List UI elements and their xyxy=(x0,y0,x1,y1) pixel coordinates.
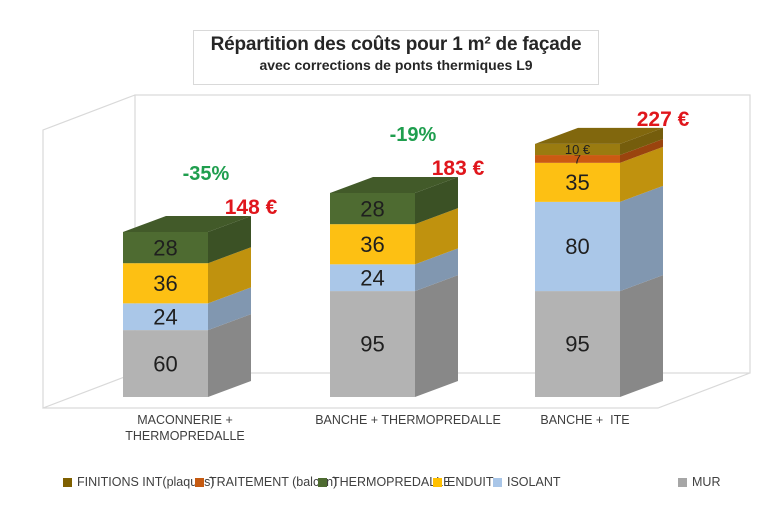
segment-value-label: 60 xyxy=(153,351,177,376)
legend-item: ISOLANT xyxy=(493,475,561,489)
legend-item: FINITIONS INT(plaques) xyxy=(63,475,215,489)
total-label: 183 € xyxy=(432,157,485,180)
bar-segment xyxy=(123,231,208,264)
category-label: BANCHE + THERMOPREDALLE xyxy=(315,413,501,427)
bar-segment-side xyxy=(415,176,458,225)
segment-value-label: 95 xyxy=(360,332,384,357)
segment-value-label: 7 xyxy=(574,151,581,166)
bar-segment-side xyxy=(620,185,663,292)
chart-subtitle: avec corrections de ponts thermiques L9 xyxy=(259,57,533,73)
bar-top-face xyxy=(123,215,251,232)
category-label: BANCHE + ITE xyxy=(540,413,630,427)
legend-item-label: ENDUIT xyxy=(447,475,494,489)
bar-segment-side xyxy=(415,248,458,292)
bar-group: 60 24 36 28 xyxy=(123,215,251,397)
bar-group: 95 24 36 28 xyxy=(330,176,458,397)
legend-item-label: THERMOPREDALLE xyxy=(332,475,452,489)
segment-value-label: 28 xyxy=(360,196,384,221)
segment-value-label: 36 xyxy=(360,232,384,257)
bar-segment-side xyxy=(620,146,663,202)
percent-label: -35% xyxy=(183,163,230,185)
segment-value-label: 28 xyxy=(153,235,177,260)
bar-group: 95 80 35 710 € xyxy=(535,127,663,397)
bar-segment-side xyxy=(208,247,251,304)
bar-segment xyxy=(330,192,415,225)
bar-top-face xyxy=(535,127,663,144)
bar-segment-side xyxy=(415,275,458,397)
category-label: MACONNERIE + THERMOPREDALLE xyxy=(125,413,245,443)
segment-value-label: 10 € xyxy=(565,142,591,157)
bar-segment xyxy=(123,263,208,304)
legend-item: TRAITEMENT (balcon) xyxy=(195,475,337,489)
bar-segment xyxy=(535,155,620,163)
bar-segment xyxy=(535,201,620,292)
total-label: 227 € xyxy=(637,108,690,131)
segment-value-label: 80 xyxy=(565,234,589,259)
chart-title-box: Répartition des coûts pour 1 m² de façad… xyxy=(193,30,599,85)
legend-swatch xyxy=(63,477,72,487)
chart-title: Répartition des coûts pour 1 m² de façad… xyxy=(210,34,582,55)
bar-segment-side xyxy=(208,314,251,397)
bar-segment xyxy=(123,303,208,331)
segment-value-label: 36 xyxy=(153,271,177,296)
bar-labels-layer: -35% 148 € -19% 183 € 227 € xyxy=(183,108,690,219)
legend-swatch xyxy=(433,477,442,487)
legend-item-label: FINITIONS INT(plaques) xyxy=(77,475,215,489)
bars-layer: 60 24 36 28 95 24 36 28 95 80 35 710 € xyxy=(123,127,663,397)
legend-item-label: TRAITEMENT (balcon) xyxy=(209,475,338,489)
bar-segment xyxy=(330,264,415,292)
segment-value-label: 24 xyxy=(153,304,177,329)
legend-swatch xyxy=(318,477,327,487)
bar-segment xyxy=(123,330,208,397)
legend-swatch xyxy=(493,477,502,487)
legend-swatch xyxy=(678,477,687,487)
bar-segment xyxy=(535,291,620,397)
percent-label: -19% xyxy=(390,124,437,146)
legend-item-label: ISOLANT xyxy=(507,475,561,489)
bar-segment-side xyxy=(208,215,251,264)
bar-segment-side xyxy=(415,208,458,265)
legend-item: ENDUIT xyxy=(433,475,494,489)
legend-item: THERMOPREDALLE xyxy=(318,475,451,489)
segment-value-label: 95 xyxy=(565,332,589,357)
bar-segment xyxy=(535,143,620,156)
legend-item-label: MUR xyxy=(692,475,721,489)
legend-item: MUR xyxy=(678,475,720,489)
bar-segment-side xyxy=(620,139,663,163)
bar-segment-side xyxy=(620,275,663,397)
bar-segment-side xyxy=(208,287,251,331)
bar-segment xyxy=(535,162,620,202)
bar-top-face xyxy=(330,176,458,193)
total-label: 148 € xyxy=(225,196,278,219)
bar-segment xyxy=(330,224,415,265)
segment-value-label: 24 xyxy=(360,265,384,290)
bar-segment-side xyxy=(620,127,663,156)
bar-segment xyxy=(330,291,415,397)
legend-swatch xyxy=(195,477,204,487)
segment-value-label: 35 xyxy=(565,170,589,195)
